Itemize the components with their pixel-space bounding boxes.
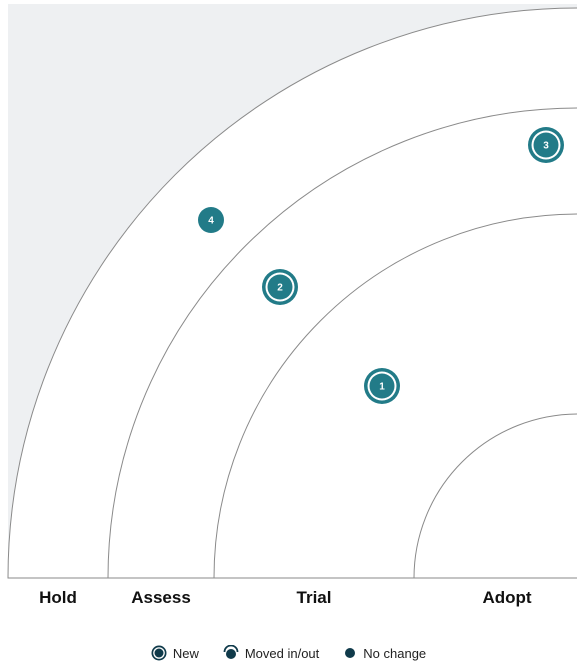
legend-item-moved: Moved in/out (223, 645, 319, 661)
ring-adopt-arc (413, 413, 577, 579)
ring-assess-arc (107, 107, 577, 579)
legend-moved-label: Moved in/out (244, 645, 320, 661)
ring-label-assess: Assess (131, 588, 191, 607)
ring-label-hold: Hold (39, 588, 77, 607)
ring-label-trial: Trial (297, 588, 332, 607)
blip-4[interactable]: 4 (198, 207, 224, 233)
blip-3[interactable]: 3 (528, 127, 564, 163)
blip-4-number: 4 (208, 216, 214, 227)
legend-no-change-label: No change (363, 645, 427, 661)
blip-2[interactable]: 2 (262, 269, 298, 305)
blip-1-number: 1 (379, 382, 385, 393)
blip-3-number: 3 (543, 141, 549, 152)
radar-chart: 1 2 3 4 Hold Assess Trial Adopt (7, 4, 577, 607)
moved-icon (223, 645, 239, 659)
legend-item-new: New (151, 645, 199, 661)
blip-2-number: 2 (277, 283, 283, 294)
new-icon (151, 645, 167, 661)
legend-new-label: New (172, 645, 199, 661)
ring-trial-arc (213, 213, 577, 579)
blip-1-core (369, 373, 395, 399)
legend-item-no-change: No change (343, 646, 426, 661)
ring-label-adopt: Adopt (482, 588, 531, 607)
blip-1[interactable]: 1 (364, 368, 400, 404)
blip-3-core (533, 132, 559, 158)
no-change-icon (345, 648, 356, 658)
blip-2-core (267, 274, 293, 300)
legend: New Moved in/out No change (0, 641, 577, 664)
blip-4-core (198, 207, 224, 233)
